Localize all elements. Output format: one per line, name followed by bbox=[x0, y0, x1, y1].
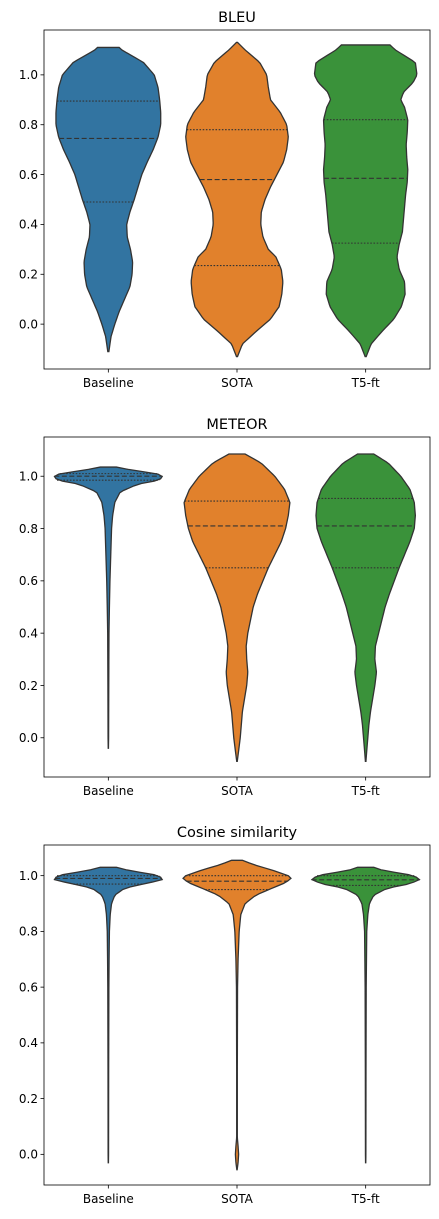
y-tick-label: 0.2 bbox=[19, 268, 38, 282]
y-tick-label: 0.6 bbox=[19, 980, 38, 994]
x-tick-label: SOTA bbox=[221, 784, 253, 798]
y-tick-label: 0.4 bbox=[19, 1036, 38, 1050]
y-tick-label: 0.8 bbox=[19, 522, 38, 536]
y-tick-label: 0.4 bbox=[19, 218, 38, 232]
chart-title: BLEU bbox=[218, 10, 256, 26]
violin-sota bbox=[185, 41, 289, 358]
violin-t5-ft bbox=[310, 866, 421, 1164]
x-tick-label: T5-ft bbox=[351, 784, 380, 798]
violin-sota bbox=[183, 453, 291, 762]
x-tick-label: Baseline bbox=[83, 784, 134, 798]
y-tick-label: 0.2 bbox=[19, 1092, 38, 1106]
violin-sota bbox=[182, 859, 292, 1171]
violin-t5-ft bbox=[315, 453, 417, 762]
chart-panel-1: BLEU 0.0 0.2 0.4 0.6 0.8 1.0 Baseline SOTA T5-ft bbox=[19, 10, 431, 390]
violin-baseline bbox=[53, 866, 164, 1164]
y-tick-label: 0.8 bbox=[19, 925, 38, 939]
x-tick-label: SOTA bbox=[221, 1192, 253, 1206]
x-tick-label: SOTA bbox=[221, 376, 253, 390]
y-tick-label: 1.0 bbox=[19, 470, 38, 484]
y-tick-label: 0.2 bbox=[19, 679, 38, 693]
y-tick-label: 0.6 bbox=[19, 168, 38, 182]
y-tick-label: 1.0 bbox=[19, 68, 38, 82]
chart-title: Cosine similarity bbox=[177, 825, 298, 841]
y-tick-label: 0.0 bbox=[19, 317, 38, 331]
x-tick-label: T5-ft bbox=[351, 1192, 380, 1206]
x-tick-label: Baseline bbox=[83, 376, 134, 390]
chart-panel-3: Cosine similarity 0.0 0.2 0.4 0.6 0.8 1.0 Basel… bbox=[19, 825, 431, 1206]
chart-title: METEOR bbox=[206, 417, 267, 433]
violin-baseline bbox=[55, 46, 162, 353]
chart-panel-2: METEOR 0.0 0.2 0.4 0.6 0.8 1.0 Baseline SOTA T5-f… bbox=[19, 417, 431, 798]
y-tick-label: 0.6 bbox=[19, 574, 38, 588]
y-tick-label: 0.0 bbox=[19, 1148, 38, 1162]
y-tick-label: 0.4 bbox=[19, 626, 38, 640]
y-tick-label: 0.0 bbox=[19, 731, 38, 745]
violin-t5-ft bbox=[313, 44, 418, 358]
y-tick-label: 1.0 bbox=[19, 869, 38, 883]
x-tick-label: T5-ft bbox=[351, 376, 380, 390]
y-tick-label: 0.8 bbox=[19, 118, 38, 132]
x-tick-label: Baseline bbox=[83, 1192, 134, 1206]
violin-baseline bbox=[53, 466, 164, 749]
